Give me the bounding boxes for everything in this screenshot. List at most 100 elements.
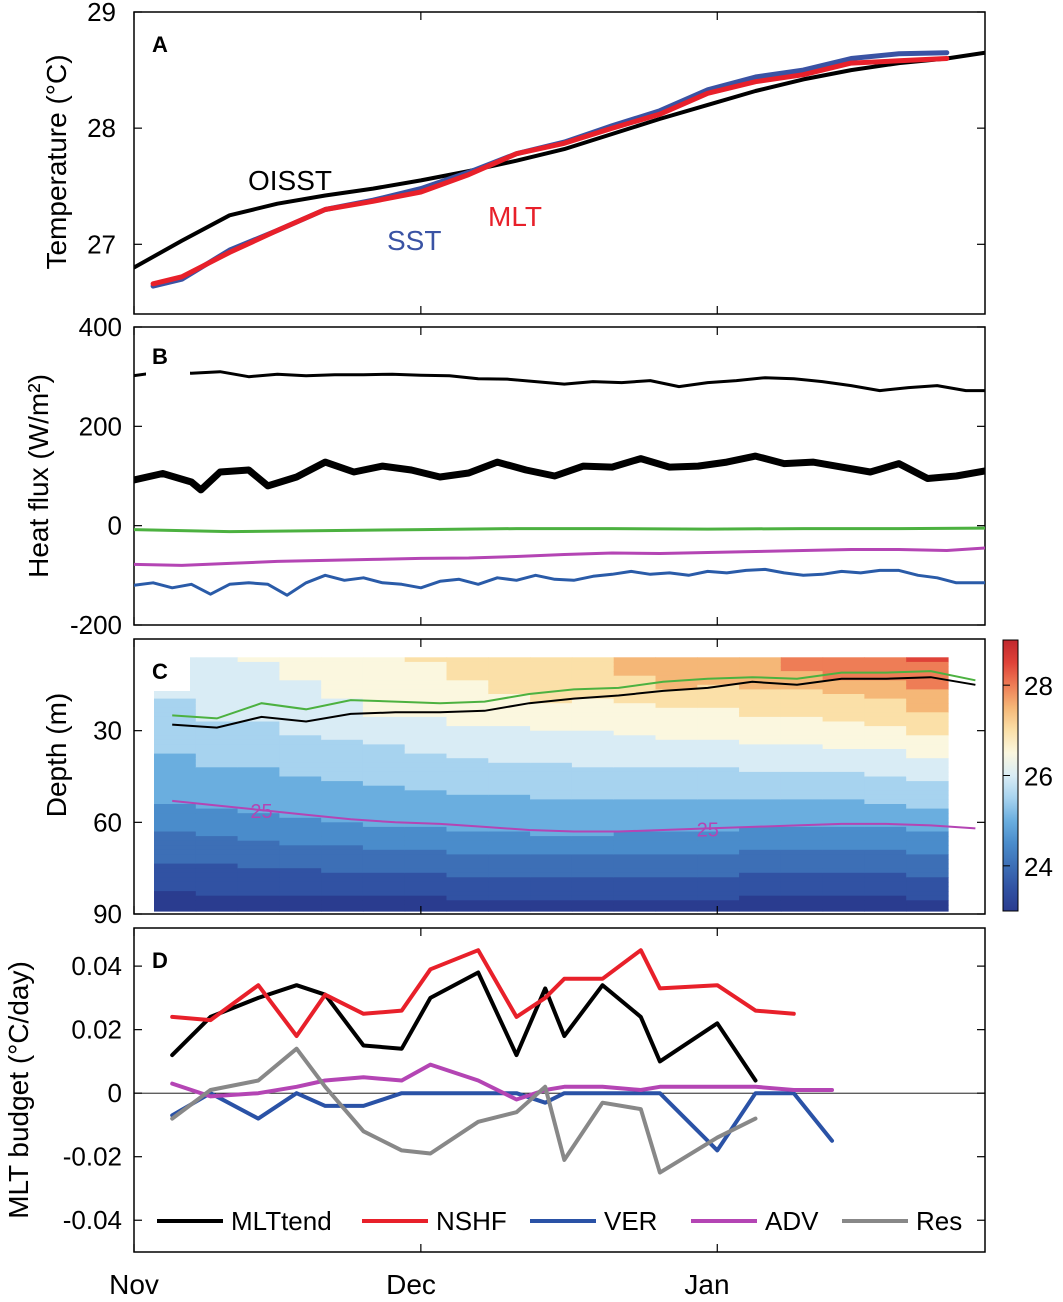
panel-b: -200 0 200 400 B Heat flux (W/m²) <box>23 312 986 640</box>
heatmap-cell <box>571 813 615 819</box>
heatmap-cell <box>571 859 615 865</box>
heatmap-cell <box>404 881 448 888</box>
panel-letter-c: C <box>152 659 168 684</box>
heatmap-cell <box>822 735 865 741</box>
heatmap-cell <box>697 767 740 773</box>
heatmap-cell <box>404 767 448 773</box>
heatmap-cell <box>780 721 824 727</box>
heatmap-cell <box>446 904 489 910</box>
heatmap-cell <box>739 762 782 768</box>
heatmap-cell <box>404 836 448 842</box>
heatmap-cell <box>906 771 949 778</box>
heatmap-cell <box>780 744 824 750</box>
heatmap-cell <box>739 767 782 773</box>
colorbar-tick-label: 24 <box>1024 852 1053 882</box>
heatmap-cell <box>446 909 489 912</box>
heatmap-cell <box>321 817 364 823</box>
heatmap-cell <box>739 863 782 869</box>
heatmap-cell <box>195 661 239 668</box>
heatmap-cell <box>530 762 573 768</box>
heatmap-cell <box>488 836 531 842</box>
heatmap-cell <box>906 744 949 750</box>
heatmap-cell <box>154 859 197 865</box>
heatmap-cell <box>404 730 448 736</box>
heatmap-cell <box>613 881 657 888</box>
heatmap-cell <box>195 680 239 686</box>
heatmap-cell <box>321 694 364 700</box>
heatmap-cell <box>446 794 489 800</box>
heatmap-cell <box>362 804 406 810</box>
heatmap-cell <box>864 891 907 897</box>
heatmap-cell <box>446 694 489 700</box>
heatmap-cell <box>237 817 280 823</box>
heatmap-cell <box>488 735 531 741</box>
heatmap-cell <box>279 904 322 910</box>
heatmap-cell <box>530 749 573 755</box>
heatmap-cell <box>195 808 239 814</box>
heatmap-cell <box>237 684 280 690</box>
heatmap-cell <box>404 859 448 865</box>
heatmap-cell <box>195 895 239 901</box>
heatmap-cell <box>697 749 740 755</box>
heatmap-cell <box>237 730 280 736</box>
heatmap-cell <box>195 726 239 732</box>
heatmap-cell <box>195 900 239 906</box>
heatmap-cell <box>906 886 949 892</box>
series-label-oisst: OISST <box>248 165 332 196</box>
heatmap-cell <box>906 863 949 869</box>
heatmap-cell <box>446 849 489 855</box>
heatmap-cell <box>571 799 615 805</box>
heatmap-cell <box>822 799 865 805</box>
heatmap-cell <box>613 730 657 736</box>
heatmap-cell <box>822 785 865 791</box>
heatmap-cell <box>279 707 322 713</box>
heatmap-cell <box>321 785 364 791</box>
heatmap-cell <box>154 822 197 828</box>
heatmap-cell <box>446 758 489 764</box>
heatmap-cell <box>279 794 322 800</box>
heatmap-cell <box>739 831 782 837</box>
heatmap-cell <box>321 758 364 764</box>
heatmap-cell <box>697 817 740 823</box>
heatmap-cell <box>822 698 865 704</box>
heatmap-cell <box>404 808 448 814</box>
heatmap-cell <box>446 762 489 768</box>
heatmap-cell <box>279 804 322 810</box>
y-tick-label: 30 <box>93 716 122 746</box>
heatmap-cell <box>906 840 949 846</box>
heatmap-cell <box>655 661 698 668</box>
heatmap-cell <box>780 762 824 768</box>
heatmap-cell <box>571 872 615 878</box>
heatmap-cell <box>154 849 197 855</box>
heatmap-cell <box>362 799 406 805</box>
panel-letter-a: A <box>152 32 168 57</box>
heatmap-cell <box>697 845 740 851</box>
heatmap-cell <box>822 900 865 906</box>
heatmap-cell <box>404 840 448 846</box>
heatmap-cell <box>530 785 573 791</box>
heatmap-cell <box>655 900 698 906</box>
heatmap-cell <box>195 666 239 672</box>
heatmap-cell <box>279 661 322 668</box>
heatmap-cell <box>154 758 197 764</box>
heatmap-cell <box>697 836 740 842</box>
heatmap-cell <box>739 712 782 718</box>
heatmap-cell <box>237 694 280 700</box>
heatmap-cell <box>488 799 531 805</box>
heatmap-cell <box>864 657 907 663</box>
heatmap-cell <box>864 799 907 805</box>
heatmap-cell <box>404 904 448 910</box>
heatmap-cell <box>530 671 573 677</box>
heatmap-cell <box>697 671 740 677</box>
heatmap-cell <box>822 817 865 823</box>
heatmap-cell <box>530 895 573 901</box>
heatmap-cell <box>446 749 489 755</box>
y-tick-label: -200 <box>70 610 122 640</box>
heatmap-cell <box>404 891 448 897</box>
heatmap-cell <box>571 863 615 869</box>
heatmap-cell <box>822 753 865 759</box>
heatmap-cell <box>739 794 782 800</box>
heatmap-cell <box>822 716 865 723</box>
heatmap-cell <box>530 680 573 686</box>
heatmap-cell <box>404 666 448 672</box>
